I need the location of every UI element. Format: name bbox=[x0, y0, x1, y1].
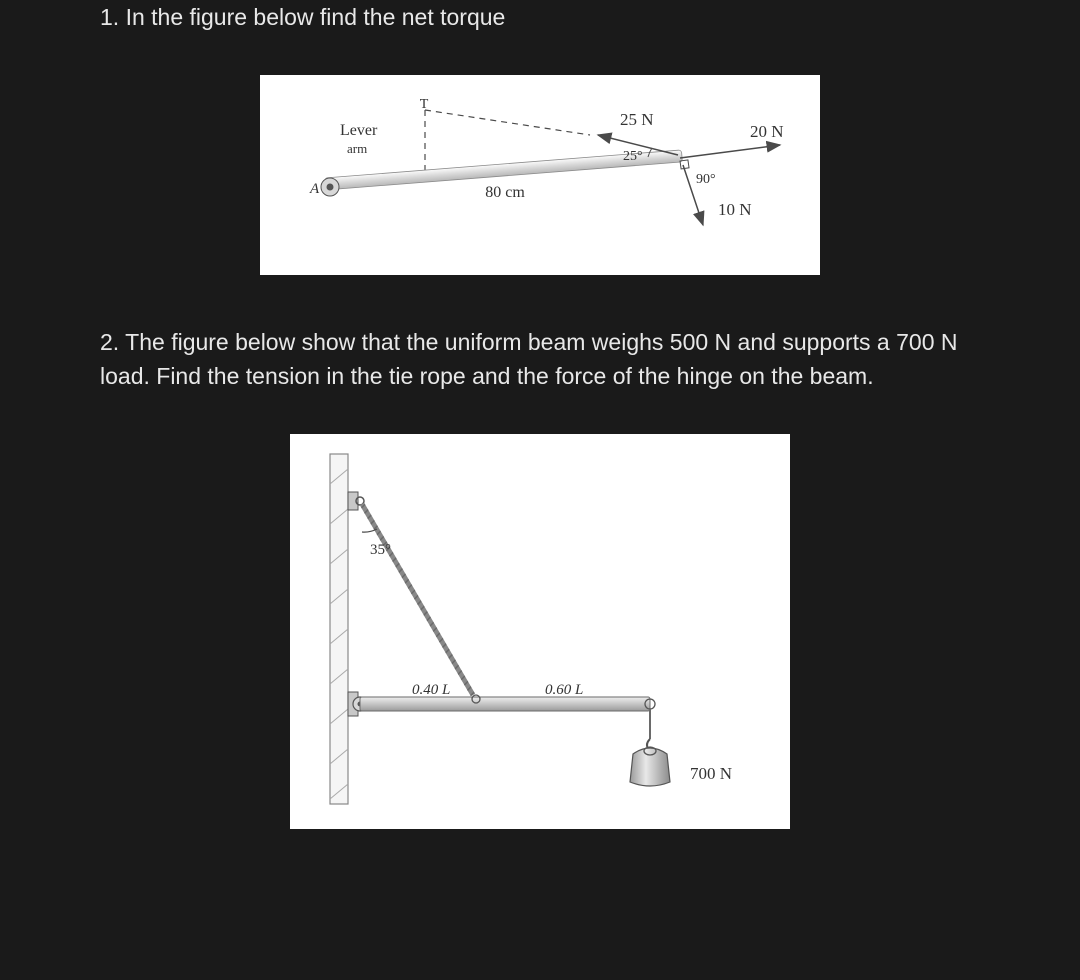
dashed-extension bbox=[425, 110, 590, 135]
problem-2-body: The figure below show that the uniform b… bbox=[100, 329, 957, 390]
problem-1-body: In the figure below find the net torque bbox=[126, 4, 506, 30]
force-10n-label: 10 N bbox=[718, 200, 752, 219]
problem-2: 2. The figure below show that the unifor… bbox=[100, 325, 980, 839]
weight bbox=[630, 747, 670, 786]
rope bbox=[362, 504, 473, 695]
problem-1: 1. In the figure below find the net torq… bbox=[100, 0, 980, 285]
angle-90-label: 90° bbox=[696, 172, 716, 187]
force-20n-arrow bbox=[680, 145, 780, 158]
length-label: 80 cm bbox=[485, 184, 525, 201]
problem-1-text: 1. In the figure below find the net torq… bbox=[100, 0, 980, 35]
beam bbox=[360, 697, 650, 711]
load-label: 700 N bbox=[690, 764, 732, 783]
angle-35-arc bbox=[362, 529, 377, 532]
pivot-inner bbox=[327, 183, 334, 190]
angle-25-label: 25° bbox=[623, 149, 643, 164]
t-mark: T bbox=[420, 97, 429, 112]
seg1-label: 0.40 L bbox=[412, 682, 450, 698]
lever-label: Lever bbox=[340, 122, 378, 139]
figure-2: 35° bbox=[290, 434, 790, 829]
pivot-label: A bbox=[309, 181, 320, 197]
problem-2-text: 2. The figure below show that the unifor… bbox=[100, 325, 980, 394]
problem-2-number: 2. bbox=[100, 329, 119, 355]
force-25n-label: 25 N bbox=[620, 110, 654, 129]
force-20n-label: 20 N bbox=[750, 122, 784, 141]
problem-1-number: 1. bbox=[100, 4, 119, 30]
seg2-label: 0.60 L bbox=[545, 682, 583, 698]
arm-label: arm bbox=[347, 141, 367, 156]
angle-35-label: 35° bbox=[370, 542, 391, 558]
figure-1: T A Lever arm 80 cm 25 bbox=[260, 75, 820, 275]
